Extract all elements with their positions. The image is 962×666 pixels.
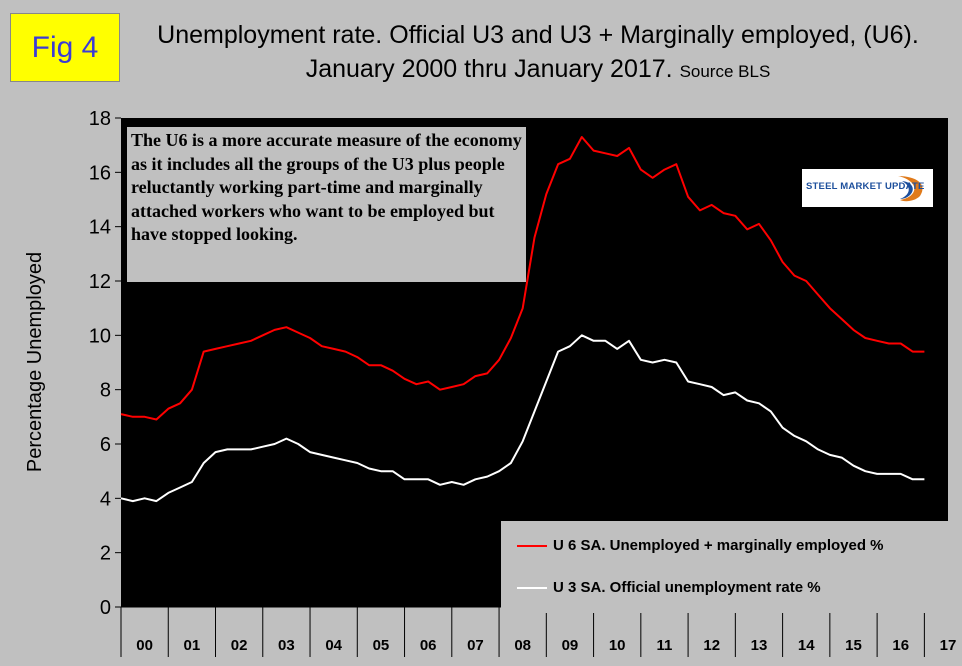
y-tick-label: 10 bbox=[89, 325, 111, 347]
x-axis: 00 01 02 03 04 05 06 07 08 09 10 11 12 13 14 15 16 17 bbox=[120, 606, 957, 657]
x-tick-label: 06 bbox=[420, 637, 437, 654]
logo-swoosh-icon bbox=[898, 176, 923, 202]
x-tick-label: 15 bbox=[845, 637, 862, 654]
steel-market-update-logo: STEEL MARKET UPDATE bbox=[802, 169, 933, 207]
title-main: Unemployment rate. Official U3 and U3 + … bbox=[157, 21, 919, 83]
annotation-box: The U6 is a more accurate measure of the… bbox=[127, 127, 526, 282]
x-tick-label: 05 bbox=[373, 637, 390, 654]
x-tick-label: 16 bbox=[892, 637, 909, 654]
x-tick-label: 04 bbox=[325, 637, 342, 654]
y-axis: 0 2 4 6 8 10 12 14 16 18 bbox=[89, 108, 121, 619]
title-source: Source BLS bbox=[679, 62, 771, 81]
y-tick-label: 4 bbox=[100, 488, 111, 510]
x-tick-label: 12 bbox=[703, 637, 720, 654]
legend-swatch-u6 bbox=[517, 544, 547, 547]
series-lines bbox=[120, 136, 925, 503]
x-tick-label: 03 bbox=[278, 637, 295, 654]
y-tick-label: 8 bbox=[100, 380, 111, 402]
x-tick-label: 14 bbox=[798, 637, 815, 654]
y-tick-label: 14 bbox=[89, 217, 111, 239]
legend-swatch-u3 bbox=[517, 586, 547, 589]
x-tick-label: 08 bbox=[514, 637, 531, 654]
figure-number-badge: Fig 4 bbox=[10, 13, 120, 82]
legend-label-u3: U 3 SA. Official unemployment rate % bbox=[553, 579, 821, 596]
y-axis-label: Percentage Unemployed bbox=[24, 252, 46, 472]
legend-label-u6: U 6 SA. Unemployed + marginally employed… bbox=[553, 537, 884, 554]
logo-text: STEEL MARKET UPDATE bbox=[806, 181, 925, 192]
y-tick-label: 18 bbox=[89, 108, 111, 130]
legend: U 6 SA. Unemployed + marginally employed… bbox=[501, 521, 948, 613]
y-tick-label: 12 bbox=[89, 271, 111, 293]
u3-series-line bbox=[120, 334, 925, 503]
x-tick-label: 10 bbox=[609, 637, 626, 654]
x-tick-label: 02 bbox=[231, 637, 248, 654]
x-tick-label: 09 bbox=[562, 637, 579, 654]
legend-item-u6: U 6 SA. Unemployed + marginally employed… bbox=[517, 537, 884, 554]
legend-item-u3: U 3 SA. Official unemployment rate % bbox=[517, 579, 821, 596]
y-tick-label: 16 bbox=[89, 162, 111, 184]
x-tick-label: 07 bbox=[467, 637, 484, 654]
x-tick-label: 01 bbox=[184, 637, 201, 654]
x-tick-label: 00 bbox=[136, 637, 153, 654]
x-tick-label: 17 bbox=[940, 637, 957, 654]
u6-series-line bbox=[120, 136, 925, 421]
y-tick-label: 2 bbox=[100, 543, 111, 565]
x-tick-label: 13 bbox=[751, 637, 768, 654]
x-tick-label: 11 bbox=[657, 637, 673, 654]
y-tick-label: 0 bbox=[100, 597, 111, 619]
chart-title: Unemployment rate. Official U3 and U3 + … bbox=[128, 18, 948, 89]
y-tick-label: 6 bbox=[100, 434, 111, 456]
